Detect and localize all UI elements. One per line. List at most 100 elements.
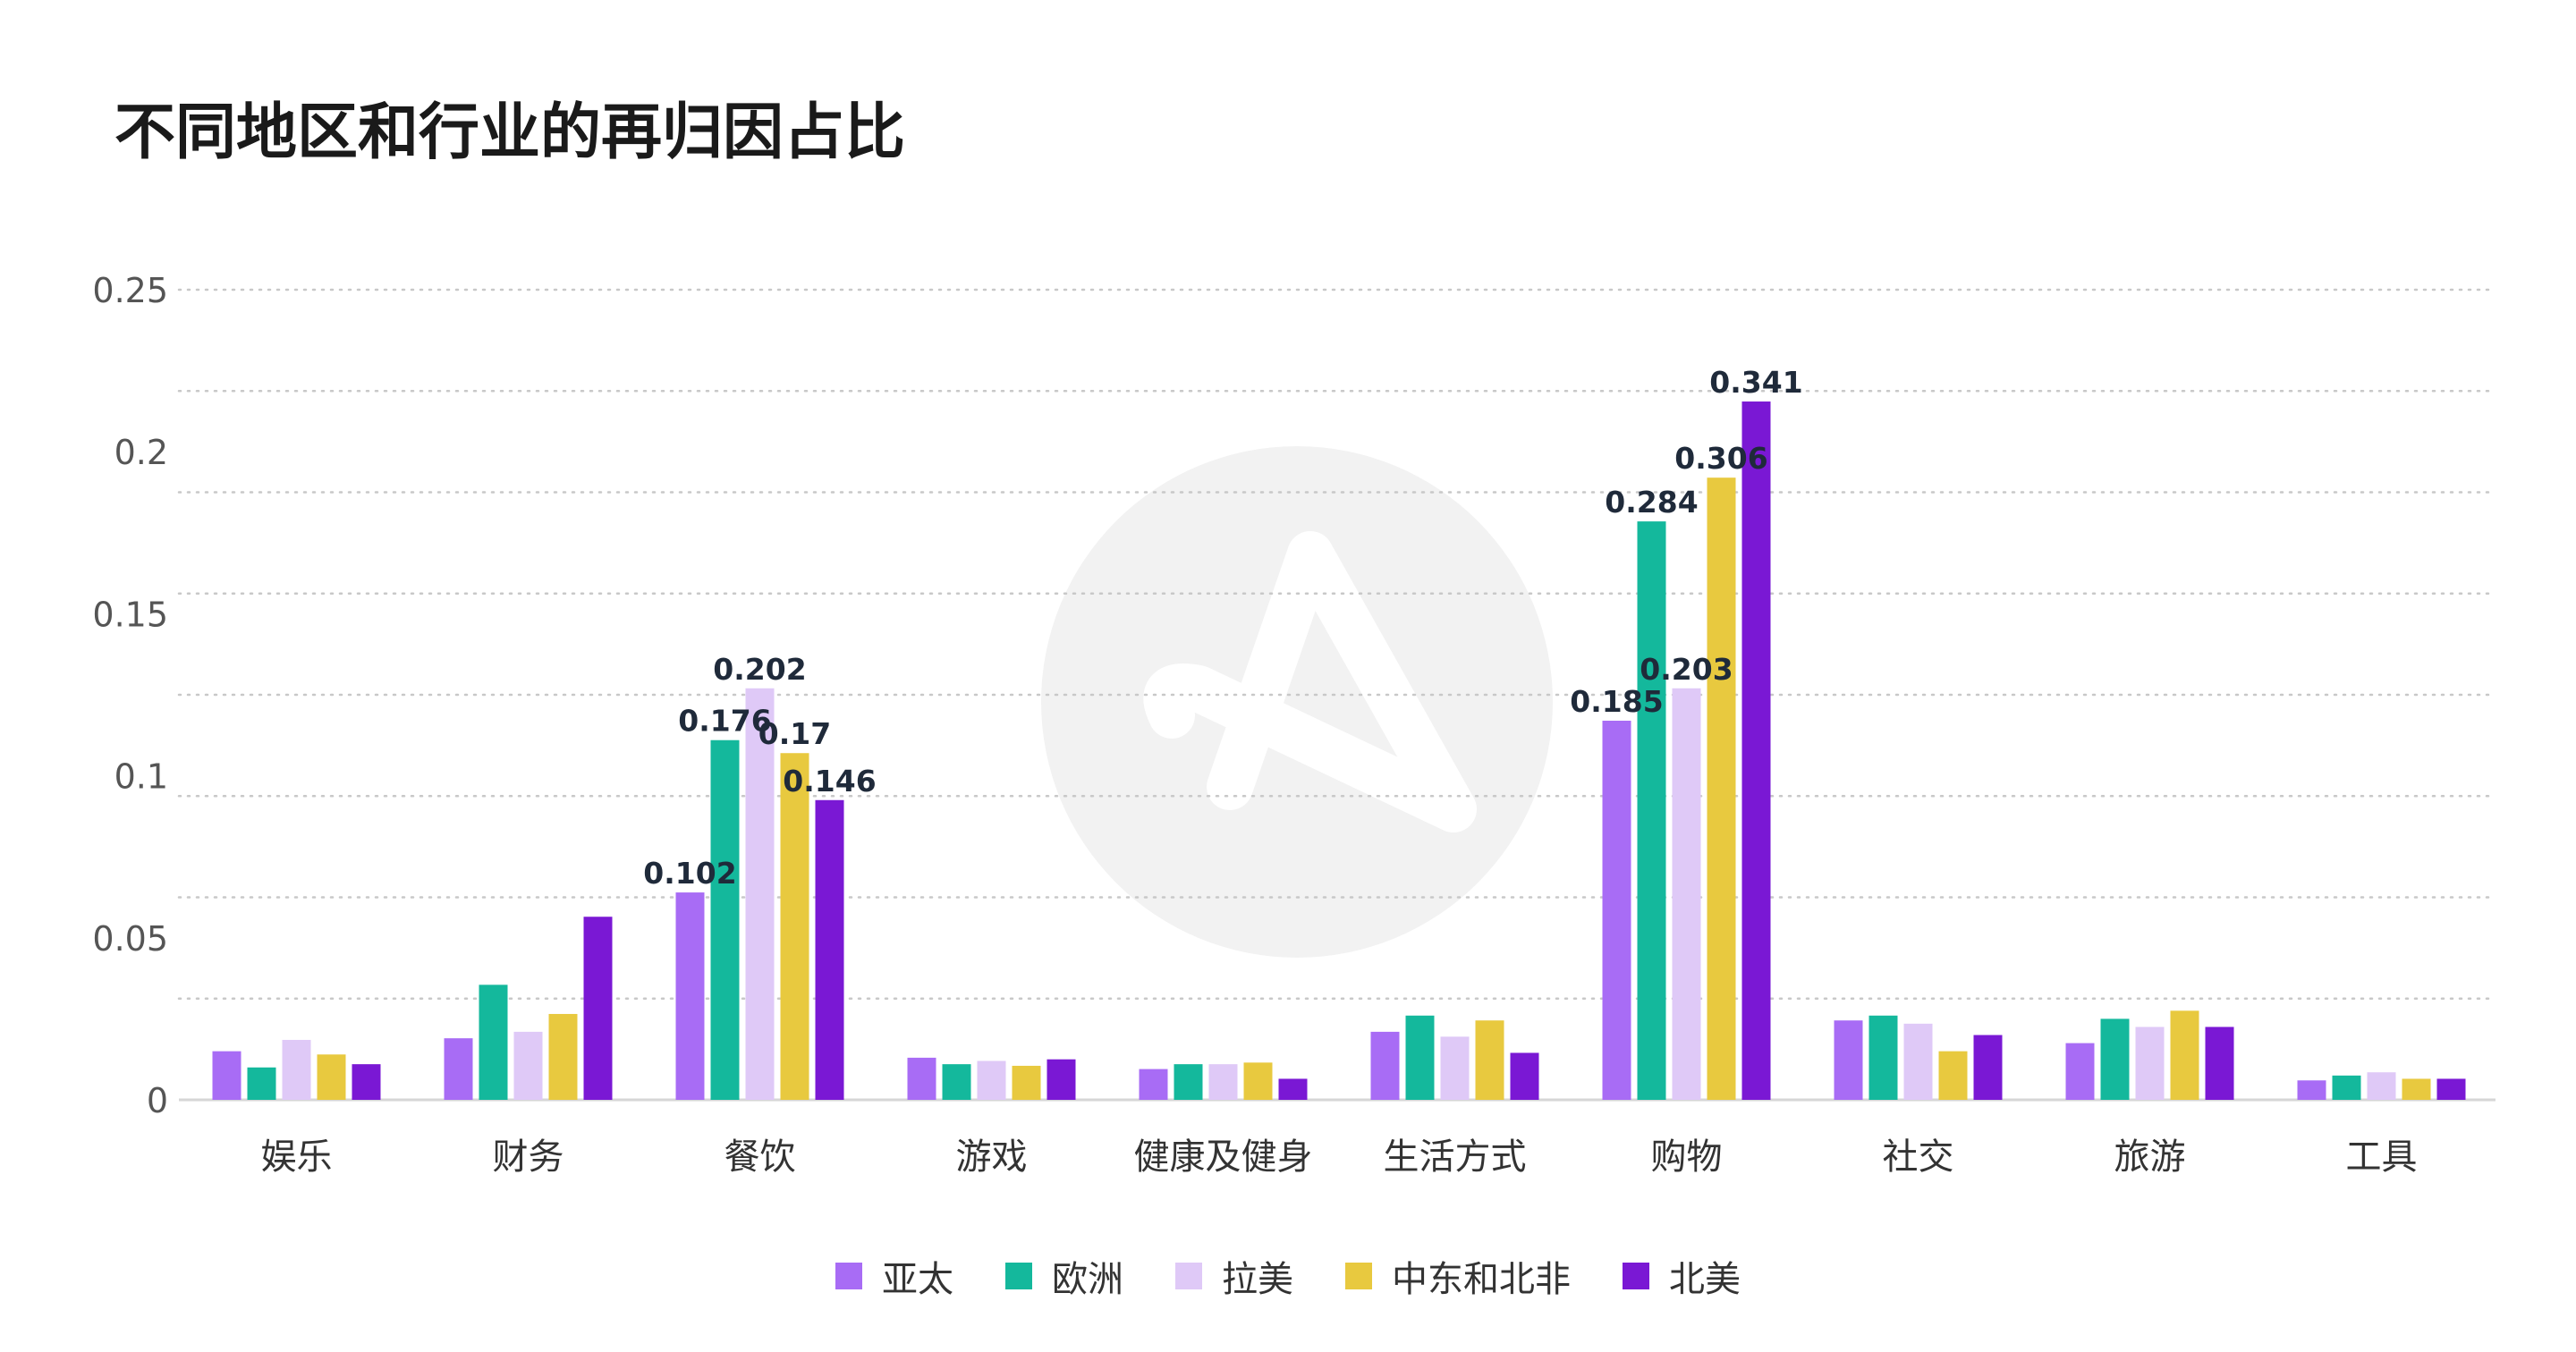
- legend-label: 北美: [1669, 1259, 1741, 1300]
- bar: [2402, 1078, 2431, 1100]
- x-tick-label: 购物: [1651, 1137, 1723, 1178]
- x-axis: 娱乐 财务 餐饮 游戏 健康及健身 生活方式 购物 社交 旅游 工具: [261, 1137, 2418, 1178]
- bar: [1475, 1020, 1504, 1100]
- legend-swatch: [1345, 1263, 1372, 1289]
- data-label: 0.341: [1709, 365, 1802, 400]
- bar: [1440, 1036, 1470, 1100]
- legend-item: 欧洲: [1005, 1250, 1123, 1302]
- data-label: 0.284: [1605, 485, 1698, 520]
- y-tick-label: 0.2: [114, 433, 168, 472]
- data-label: 0.203: [1640, 652, 1733, 687]
- bars: [212, 401, 2466, 1100]
- data-label: 0.17: [758, 716, 831, 751]
- legend-item: 北美: [1623, 1250, 1741, 1302]
- bar: [1370, 1031, 1400, 1100]
- bar: [247, 1067, 276, 1100]
- bar: [942, 1064, 971, 1100]
- x-tick-label: 游戏: [956, 1137, 1028, 1178]
- data-label: 0.185: [1570, 684, 1663, 719]
- bar: [2332, 1075, 2361, 1100]
- bar: [513, 1031, 543, 1100]
- legend-label: 亚太: [882, 1259, 953, 1300]
- bar: [675, 892, 705, 1100]
- bar: [1938, 1051, 1968, 1100]
- bar: [212, 1051, 242, 1100]
- bar: [2297, 1080, 2326, 1100]
- legend-item: 拉美: [1175, 1250, 1293, 1302]
- bar: [710, 739, 740, 1100]
- bar: [2205, 1027, 2234, 1100]
- bar: [2170, 1010, 2199, 1100]
- legend-label: 拉美: [1222, 1259, 1293, 1300]
- data-label: 0.146: [783, 764, 876, 799]
- legend-label: 中东和北非: [1392, 1259, 1571, 1300]
- bar: [1741, 401, 1771, 1100]
- bar: [1046, 1059, 1076, 1100]
- bar: [1174, 1064, 1203, 1100]
- legend-swatch: [1005, 1263, 1032, 1289]
- x-tick-label: 娱乐: [261, 1137, 333, 1178]
- bar: [1602, 720, 1631, 1100]
- data-label: 0.306: [1674, 441, 1767, 476]
- watermark-logo: [1041, 446, 1553, 958]
- bar: [2135, 1027, 2165, 1100]
- bar: [444, 1038, 473, 1100]
- legend-swatch: [1175, 1263, 1202, 1289]
- data-label: 0.202: [713, 652, 806, 687]
- bar: [1903, 1023, 1933, 1100]
- legend-swatch: [835, 1263, 862, 1289]
- bar: [479, 984, 508, 1100]
- x-tick-label: 财务: [493, 1137, 564, 1178]
- y-tick-label: 0.05: [92, 919, 168, 959]
- bar: [907, 1057, 936, 1100]
- bar: [2065, 1043, 2095, 1100]
- bar: [1139, 1069, 1168, 1100]
- data-label: 0.102: [643, 856, 736, 891]
- x-tick-label: 旅游: [2114, 1137, 2186, 1178]
- legend: 亚太 欧洲 拉美 中东和北非 北美: [0, 1250, 2576, 1302]
- y-axis: 0 0.05 0.1 0.15 0.2 0.25: [92, 271, 168, 1120]
- bar: [317, 1054, 346, 1100]
- x-tick-label: 健康及健身: [1134, 1137, 1313, 1178]
- bar: [583, 917, 613, 1100]
- bar: [1973, 1035, 2003, 1100]
- y-tick-label: 0.1: [114, 757, 168, 797]
- legend-swatch: [1623, 1263, 1649, 1289]
- bar: [352, 1064, 381, 1100]
- y-tick-label: 0.15: [92, 595, 168, 634]
- bar: [1868, 1015, 1898, 1100]
- y-tick-label: 0.25: [92, 271, 168, 310]
- bar: [780, 753, 809, 1100]
- bar: [1243, 1062, 1273, 1100]
- bar: [1672, 688, 1701, 1100]
- watermark-circle: [1041, 446, 1553, 958]
- x-tick-label: 餐饮: [724, 1137, 796, 1178]
- x-tick-label: 工具: [2346, 1137, 2418, 1178]
- bar: [1834, 1020, 1863, 1100]
- bar: [977, 1060, 1006, 1100]
- bar: [1278, 1078, 1308, 1100]
- legend-item: 中东和北非: [1345, 1250, 1571, 1302]
- value-labels: 0.102 0.176 0.202 0.17 0.146 0.185 0.284 0.203 0…: [643, 365, 1802, 891]
- data-label: 0.176: [678, 704, 771, 739]
- bar: [2367, 1072, 2396, 1100]
- bar: [2436, 1078, 2466, 1100]
- bar: [282, 1039, 311, 1100]
- y-tick-label: 0: [147, 1081, 168, 1120]
- bar: [745, 688, 775, 1100]
- bar: [2100, 1018, 2130, 1100]
- bar: [548, 1013, 578, 1100]
- chart-title: 不同地区和行业的再归因占比: [114, 97, 906, 168]
- legend-label: 欧洲: [1052, 1259, 1123, 1300]
- bar: [815, 799, 844, 1100]
- bar: [1637, 521, 1666, 1100]
- x-tick-label: 生活方式: [1384, 1137, 1527, 1178]
- legend-item: 亚太: [835, 1250, 953, 1302]
- x-tick-label: 社交: [1883, 1137, 1954, 1178]
- bar: [1405, 1015, 1435, 1100]
- bar: [1510, 1052, 1539, 1100]
- bar: [1012, 1065, 1041, 1100]
- bar: [1208, 1064, 1238, 1100]
- bar: [1707, 477, 1736, 1100]
